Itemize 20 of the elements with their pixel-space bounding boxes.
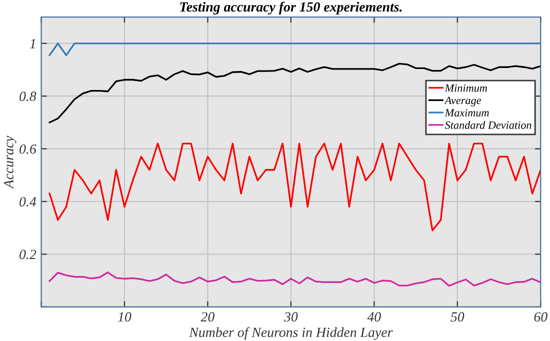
x-axis-title: Number of Neurons in Hidden Layer — [189, 327, 393, 340]
y-tick-label: 1 — [30, 39, 35, 48]
line-series — [48, 272, 541, 287]
x-tick-label: 60 — [534, 312, 548, 322]
x-tick-label: 40 — [367, 312, 381, 322]
x-tick-label: 30 — [284, 312, 298, 322]
x-tick-label: 10 — [118, 312, 132, 322]
y-tick-label: 0.6 — [20, 144, 36, 154]
chart-title: Testing accuracy for 150 experiements. — [180, 2, 402, 14]
line-series — [48, 142, 541, 232]
legend-label: Standard Deviation — [444, 121, 532, 129]
legend-label: Average — [444, 96, 481, 106]
legend-label: Maximum — [444, 109, 489, 117]
y-tick-label: 0.2 — [20, 250, 36, 260]
legend-label: Minimum — [444, 84, 487, 92]
x-tick-label: 20 — [200, 312, 214, 322]
x-tick-label: 50 — [450, 312, 464, 322]
y-axis-title: Accuracy — [4, 136, 16, 189]
y-tick-label: 0.4 — [20, 197, 36, 207]
y-tick-label: 0.8 — [20, 92, 36, 102]
